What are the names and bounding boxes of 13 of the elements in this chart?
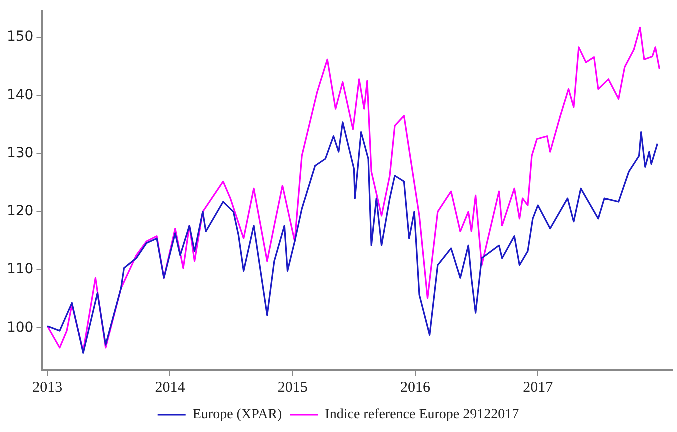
x-tick-label: 2017 bbox=[523, 380, 554, 396]
y-tick-label: 110 bbox=[6, 262, 34, 278]
x-tick-label: 2014 bbox=[155, 380, 186, 396]
y-tick-label: 120 bbox=[6, 204, 34, 220]
legend-label: Europe (XPAR) bbox=[192, 408, 283, 423]
y-tick-label: 140 bbox=[6, 87, 34, 104]
y-tick-label: 130 bbox=[6, 145, 34, 162]
x-tick-label: 2016 bbox=[400, 380, 431, 396]
x-tick-label: 2015 bbox=[278, 380, 308, 396]
x-tick-label: 2013 bbox=[32, 380, 63, 396]
y-tick-label: 100 bbox=[6, 320, 34, 336]
legend-label: Indice reference Europe 29122017 bbox=[325, 408, 520, 423]
y-tick-label: 150 bbox=[6, 29, 34, 46]
